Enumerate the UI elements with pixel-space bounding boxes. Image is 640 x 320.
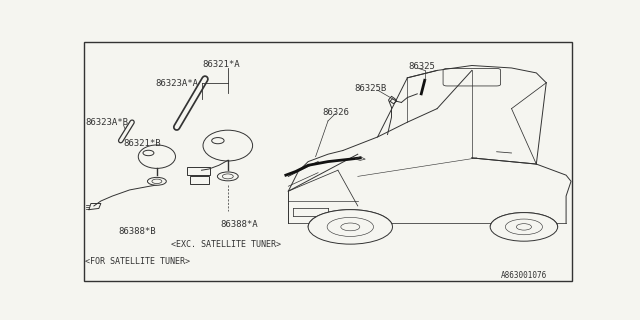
Ellipse shape xyxy=(138,145,175,168)
Ellipse shape xyxy=(147,177,166,185)
Text: <EXC. SATELLITE TUNER>: <EXC. SATELLITE TUNER> xyxy=(172,240,282,249)
Bar xyxy=(187,167,211,175)
Text: 86388*A: 86388*A xyxy=(220,220,257,229)
Ellipse shape xyxy=(516,224,531,230)
Bar xyxy=(190,176,209,184)
Text: 86388*B: 86388*B xyxy=(118,227,156,236)
Ellipse shape xyxy=(218,172,238,181)
Ellipse shape xyxy=(143,150,154,156)
Ellipse shape xyxy=(152,179,162,184)
Text: 86326: 86326 xyxy=(322,108,349,117)
Text: 86321*A: 86321*A xyxy=(202,60,240,69)
Ellipse shape xyxy=(308,210,392,244)
Ellipse shape xyxy=(506,219,543,235)
Ellipse shape xyxy=(327,217,374,236)
Text: A863001076: A863001076 xyxy=(500,271,547,280)
Text: 86323A*A: 86323A*A xyxy=(156,79,198,89)
Text: <FOR SATELLITE TUNER>: <FOR SATELLITE TUNER> xyxy=(84,257,189,266)
Text: 86321*B: 86321*B xyxy=(123,139,161,148)
Text: 86325: 86325 xyxy=(409,62,436,71)
Ellipse shape xyxy=(203,130,253,161)
Ellipse shape xyxy=(212,138,224,144)
FancyBboxPatch shape xyxy=(443,68,500,86)
Ellipse shape xyxy=(490,212,557,241)
Ellipse shape xyxy=(341,223,360,231)
Text: 86325B: 86325B xyxy=(354,84,387,93)
Ellipse shape xyxy=(222,174,233,179)
Text: 86323A*B: 86323A*B xyxy=(86,118,129,127)
